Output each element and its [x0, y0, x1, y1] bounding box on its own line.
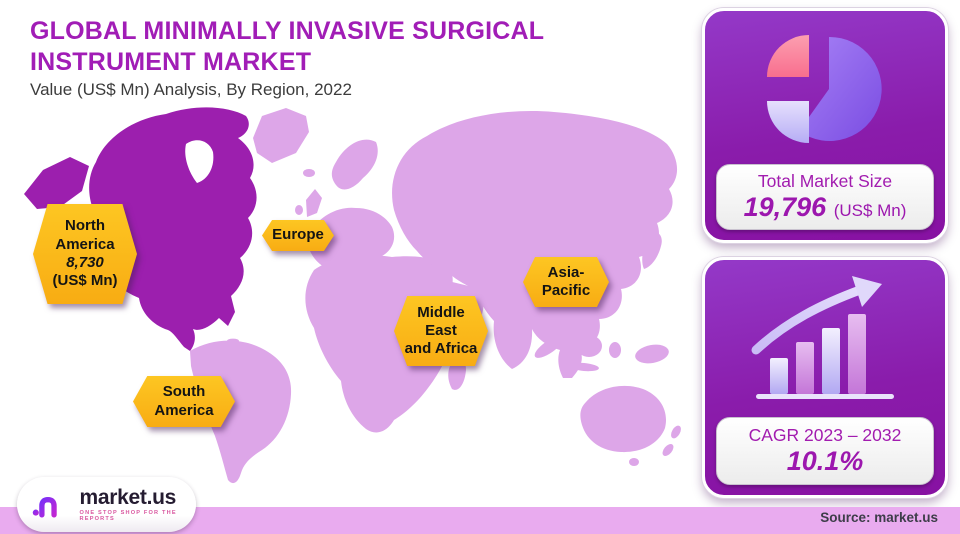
label-north-america-unit: (US$ Mn) [52, 272, 118, 290]
region-ireland [295, 205, 303, 215]
region-australia [580, 385, 667, 453]
title-line-2: INSTRUMENT MARKET [30, 47, 312, 76]
page-title: GLOBAL MINIMALLY INVASIVE SURGICAL INSTR… [30, 16, 690, 77]
total-market-size-label: Total Market Size [757, 171, 893, 192]
region-iceland [303, 169, 315, 177]
label-asia-pacific-line1: Asia- [547, 263, 585, 281]
region-north-america [78, 107, 257, 351]
label-south-america-line1: South [162, 383, 206, 401]
label-mea-line3: and Africa [404, 340, 478, 358]
total-market-size-value-row: 19,796 (US$ Mn) [743, 192, 907, 223]
label-asia-pacific: Asia- Pacific [523, 257, 609, 307]
region-caribbean-1 [227, 338, 239, 344]
region-new-zealand-south [662, 444, 674, 456]
region-tasmania [629, 458, 639, 466]
title-line-1: GLOBAL MINIMALLY INVASIVE SURGICAL [30, 17, 545, 45]
region-uk [306, 189, 322, 217]
label-europe: Europe [262, 220, 334, 251]
page-subtitle: Value (US$ Mn) Analysis, By Region, 2022 [30, 80, 352, 99]
total-market-size-card: Total Market Size 19,796 (US$ Mn) [702, 8, 948, 243]
cagr-label: CAGR 2023 – 2032 [748, 425, 902, 446]
marketus-logo-text: market.us [79, 486, 177, 509]
total-market-size-value: 19,796 [743, 192, 827, 223]
region-sumatra [534, 336, 564, 358]
region-scandinavia [331, 139, 378, 190]
label-europe-line1: Europe [272, 226, 324, 244]
label-south-america-line2: America [154, 401, 214, 419]
region-japan [642, 232, 662, 269]
region-java [569, 362, 599, 372]
source-text: Source: market.us [820, 510, 938, 525]
marketus-logo-tagline: ONE STOP SHOP FOR THE REPORTS [79, 510, 177, 522]
label-middle-east-africa: Middle East and Africa [394, 296, 488, 366]
label-mea-line1: Middle [417, 303, 465, 321]
cagr-card: CAGR 2023 – 2032 10.1% [702, 257, 948, 498]
region-new-guinea [635, 344, 669, 364]
label-asia-pacific-line2: Pacific [541, 282, 591, 299]
growth-bar-chart-icon [751, 276, 894, 399]
total-market-size-unit: (US$ Mn) [833, 201, 907, 221]
region-alaska [24, 157, 89, 209]
region-borneo [576, 335, 602, 357]
total-market-size-pill: Total Market Size 19,796 (US$ Mn) [716, 164, 934, 230]
region-new-zealand-north [671, 425, 681, 439]
label-north-america-value: 8,730 [66, 254, 104, 271]
cagr-pill: CAGR 2023 – 2032 10.1% [716, 417, 934, 485]
label-mea-line2: East [425, 321, 457, 339]
marketus-logo-icon [32, 493, 71, 518]
label-north-america-line1: North [65, 217, 105, 235]
marketus-logo: market.us ONE STOP SHOP FOR THE REPORTS [17, 477, 196, 532]
region-asia [392, 111, 678, 378]
pie-chart-icon [767, 35, 882, 143]
region-philippines [611, 259, 623, 285]
hudson-bay [185, 140, 214, 183]
region-caribbean-2 [244, 345, 254, 349]
region-greenland [253, 108, 309, 163]
region-sulawesi [609, 342, 621, 358]
label-north-america: North America 8,730 (US$ Mn) [33, 204, 137, 304]
label-north-america-line2: America [55, 235, 115, 253]
label-south-america: South America [133, 376, 235, 427]
cagr-value: 10.1% [786, 446, 864, 477]
world-map [24, 107, 681, 484]
